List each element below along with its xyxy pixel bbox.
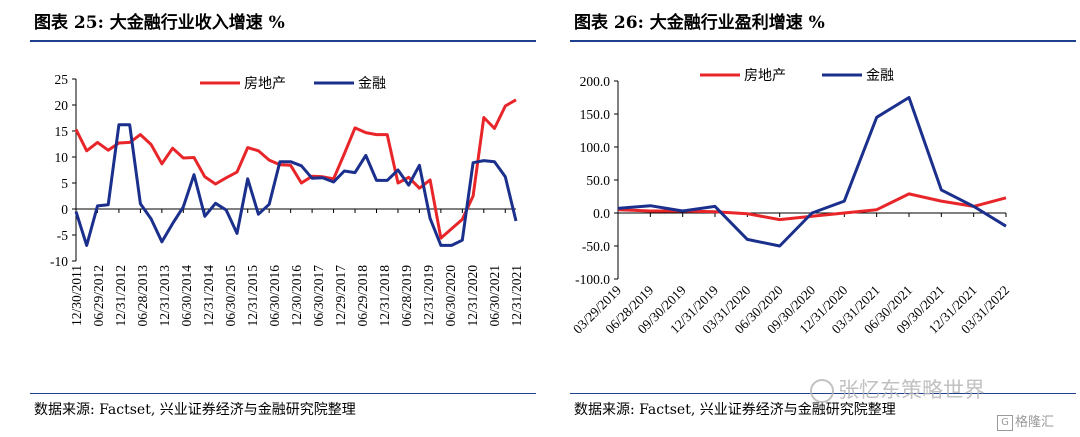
right-chart-panel: 图表 26: 大金融行业盈利增速 % -100.0 -50.0 0.0 50.0 100… <box>540 0 1080 437</box>
x-tick-label: 12/30/2016 <box>289 265 304 327</box>
wechat-icon <box>810 379 834 403</box>
series-line-finance <box>617 96 1007 248</box>
y-tick-label: 25 <box>55 72 69 87</box>
x-tick-label: 06/30/2014 <box>179 265 194 327</box>
left-source-rule <box>30 393 536 394</box>
logo-icon: G <box>997 414 1013 431</box>
right-source-note: 数据来源: Factset, 兴业证券经济与金融研究院整理 <box>574 402 896 418</box>
series-line-real-estate <box>617 192 1007 222</box>
left-source-note: 数据来源: Factset, 兴业证券经济与金融研究院整理 <box>34 402 356 418</box>
x-tick-label: 06/29/2012 <box>91 265 106 327</box>
right-chart-title: 图表 26: 大金融行业盈利增速 % <box>574 13 825 33</box>
y-tick-label: 0.0 <box>593 206 610 221</box>
left-chart-title: 图表 25: 大金融行业收入增速 % <box>34 13 285 33</box>
y-tick-label: 50.0 <box>586 173 610 188</box>
watermark-text: 张忆东策略世界 <box>838 378 985 402</box>
x-tick-label: 06/30/2017 <box>311 265 326 327</box>
y-tick-label: 150.0 <box>580 107 611 122</box>
legend-label-real-estate: 房地产 <box>244 76 286 92</box>
x-tick-label: 06/28/2013 <box>135 265 150 327</box>
x-tick-label: 06/30/2015 <box>223 265 238 327</box>
y-tick-label: 5 <box>61 176 68 191</box>
y-tick-label: 0 <box>61 202 68 217</box>
gelonghui-logo: G 格隆汇 <box>997 411 1054 431</box>
y-tick-label: 100.0 <box>580 140 611 155</box>
right-title-rule <box>570 40 1076 42</box>
y-tick-label: 200.0 <box>580 74 611 89</box>
y-tick-label: 15 <box>55 124 69 139</box>
x-tick-label: 06/30/2016 <box>267 265 282 327</box>
x-tick-label: 06/30/2020 <box>443 265 458 327</box>
x-tick-label: 06/28/2019 <box>399 265 414 327</box>
left-title-rule <box>30 40 536 42</box>
legend-label-finance: 金融 <box>866 68 894 84</box>
x-tick-label: 06/30/2021 <box>487 265 502 327</box>
left-line-chart: -10 -5 0 5 10 15 20 25 12/30/2011 06/29/2012 12/31… <box>50 72 524 327</box>
y-tick-label: -100.0 <box>575 272 610 287</box>
left-chart-panel: 图表 25: 大金融行业收入增速 % -10 -5 0 5 10 15 20 25 12/30/… <box>30 13 536 418</box>
x-tick-label: 12/31/2019 <box>421 265 436 327</box>
legend-label-finance: 金融 <box>358 76 386 92</box>
series-line-finance <box>74 123 518 247</box>
watermark: 张忆东策略世界 <box>810 374 985 404</box>
logo-text: 格隆汇 <box>1015 415 1055 430</box>
y-tick-label: 20 <box>55 98 69 113</box>
y-tick-label: -50.0 <box>582 239 610 254</box>
x-tick-label: 12/31/2015 <box>245 265 260 327</box>
y-tick-label: 10 <box>55 150 69 165</box>
x-tick-label: 12/31/2013 <box>157 265 172 327</box>
y-tick-label: -10 <box>50 254 68 269</box>
x-tick-label: 12/31/2020 <box>465 265 480 327</box>
x-tick-label: 12/30/2011 <box>69 265 84 326</box>
series-line-real-estate <box>74 98 517 240</box>
legend-label-real-estate: 房地产 <box>744 68 786 84</box>
x-tick-label: 12/29/2017 <box>333 265 348 327</box>
x-tick-label: 12/31/2014 <box>201 265 216 327</box>
x-tick-label: 06/29/2018 <box>355 265 370 327</box>
x-tick-label: 12/31/2021 <box>509 265 524 327</box>
right-line-chart: -100.0-50.00.050.0100.0150.0200.003/29/2… <box>570 68 1012 337</box>
x-tick-label: 12/31/2018 <box>377 265 392 327</box>
x-tick-label: 12/31/2012 <box>113 265 128 327</box>
y-tick-label: -5 <box>57 228 68 243</box>
